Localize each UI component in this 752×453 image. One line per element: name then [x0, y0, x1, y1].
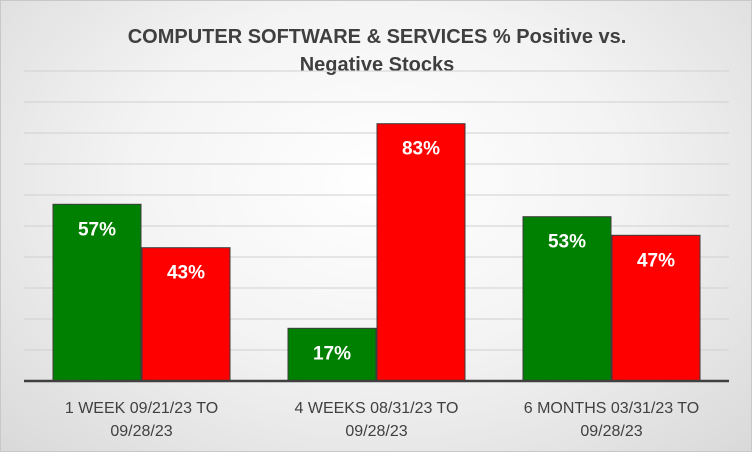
value-labels-group: 57% 43% 17% 83% 53% 47% [78, 139, 675, 365]
bars-group [52, 123, 701, 382]
bar-negative-1 [141, 247, 231, 382]
chart-title-line-1: COMPUTER SOFTWARE & SERVICES % Positive … [128, 26, 627, 48]
data-label-positive-2: 17% [313, 343, 351, 364]
category-label-3-line-2: 09/28/23 [580, 423, 642, 440]
category-labels-group: 1 WEEK 09/21/23 TO 09/28/23 4 WEEKS 08/31/… [65, 400, 699, 440]
bar-positive-1 [52, 203, 142, 382]
data-label-negative-1: 43% [167, 263, 205, 284]
category-label-1-line-1: 1 WEEK 09/21/23 TO [65, 400, 218, 417]
category-label-2-line-2: 09/28/23 [345, 423, 407, 440]
category-label-2-line-1: 4 WEEKS 08/31/23 TO [295, 400, 459, 417]
data-label-negative-2: 83% [402, 139, 440, 160]
bar-negative-3 [611, 234, 701, 382]
category-label-1-line-2: 09/28/23 [110, 423, 172, 440]
data-label-positive-3: 53% [548, 232, 586, 253]
category-label-3-line-1: 6 MONTHS 03/31/23 TO [524, 400, 699, 417]
chart-title-line-2: Negative Stocks [300, 54, 455, 76]
bar-negative-2 [376, 123, 466, 382]
data-label-negative-3: 47% [637, 250, 675, 271]
data-label-positive-1: 57% [78, 219, 116, 240]
bar-positive-3 [522, 216, 612, 382]
